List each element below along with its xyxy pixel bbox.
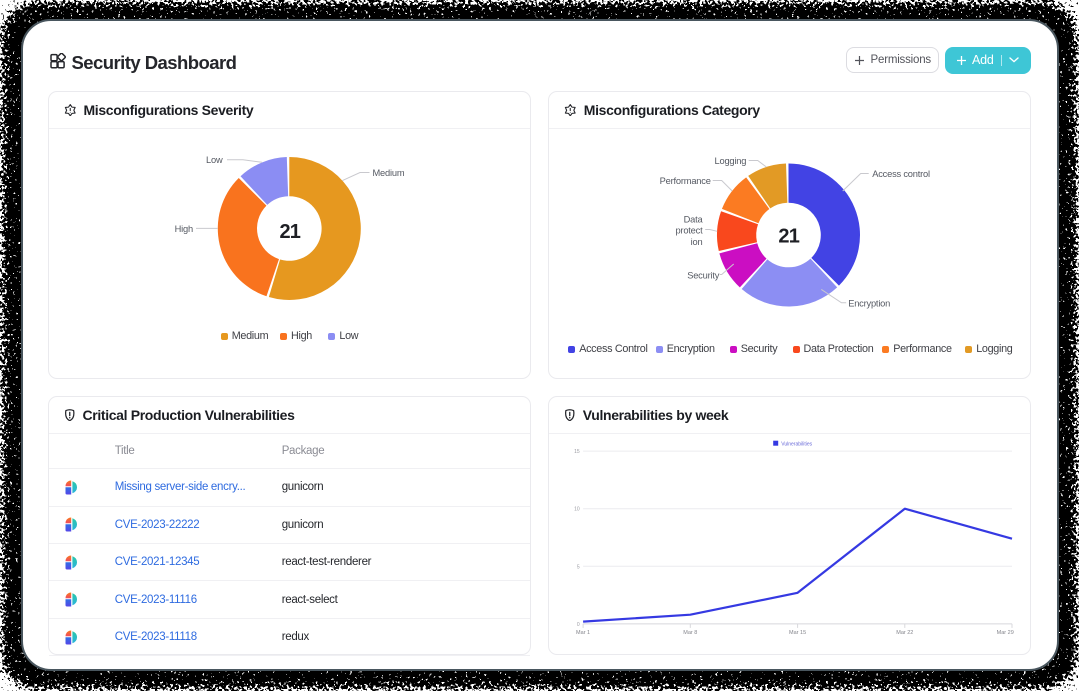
svg-text:Access control: Access control — [872, 169, 930, 179]
svg-text:5: 5 — [577, 565, 580, 571]
svg-text:Security: Security — [688, 271, 721, 281]
svg-text:Data: Data — [684, 214, 704, 224]
svg-text:Mar 8: Mar 8 — [684, 630, 698, 636]
svg-text:High: High — [175, 224, 193, 234]
svg-text:Mar 15: Mar 15 — [789, 630, 806, 636]
svg-text:Low: Low — [206, 155, 223, 165]
svg-text:Vulnerabilities: Vulnerabilities — [781, 442, 812, 448]
svg-text:Performance: Performance — [660, 176, 711, 186]
svg-text:21: 21 — [779, 226, 800, 248]
svg-text:Encryption: Encryption — [848, 298, 890, 308]
svg-text:Mar 29: Mar 29 — [997, 630, 1014, 636]
svg-text:protect: protect — [676, 226, 704, 236]
svg-text:ion: ion — [691, 237, 703, 247]
svg-text:Medium: Medium — [373, 168, 405, 178]
svg-text:10: 10 — [574, 507, 580, 513]
svg-text:21: 21 — [279, 221, 300, 243]
svg-text:0: 0 — [577, 622, 580, 628]
svg-text:Mar 1: Mar 1 — [576, 630, 590, 636]
svg-text:Logging: Logging — [715, 156, 747, 166]
svg-text:Mar 22: Mar 22 — [897, 630, 914, 636]
svg-text:15: 15 — [574, 449, 580, 455]
